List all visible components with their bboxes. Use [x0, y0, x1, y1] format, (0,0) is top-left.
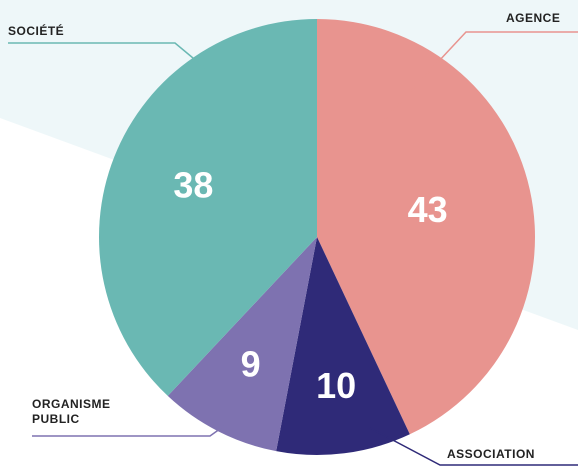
pie-slice — [167, 237, 317, 452]
value-label: 38 — [173, 165, 213, 206]
slice-label: AGENCE — [506, 11, 561, 25]
leader-line — [381, 31, 578, 123]
leader-line — [8, 42, 206, 69]
value-label: 10 — [316, 365, 356, 406]
value-label: 9 — [241, 344, 261, 385]
value-label: 43 — [408, 189, 448, 230]
pie-slice — [317, 19, 535, 435]
pie-slice — [276, 237, 410, 455]
pie-slice — [99, 19, 317, 396]
leader-line — [369, 427, 578, 466]
slice-label: SOCIÉTÉ — [8, 24, 65, 38]
leader-line — [32, 425, 225, 437]
slice-label: ASSOCIATION — [447, 447, 535, 461]
slice-label: ORGANISME PUBLIC — [32, 397, 111, 426]
